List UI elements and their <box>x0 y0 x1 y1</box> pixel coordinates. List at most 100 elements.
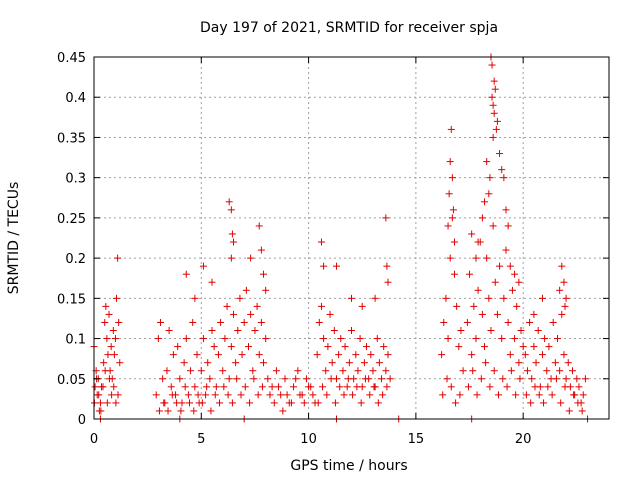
data-point-marker <box>155 407 163 415</box>
data-point-marker <box>447 125 455 133</box>
data-point-marker <box>160 399 168 407</box>
data-point-marker <box>481 343 489 351</box>
data-point-marker <box>440 318 448 326</box>
data-point-marker <box>203 383 211 391</box>
data-point-marker <box>466 270 474 278</box>
data-point-marker <box>341 343 349 351</box>
data-point-marker <box>234 327 242 335</box>
data-point-marker <box>384 278 392 286</box>
data-point-marker <box>322 367 330 375</box>
data-point-marker <box>187 367 195 375</box>
data-point-marker <box>258 383 266 391</box>
y-tick-label: 0.1 <box>65 333 86 348</box>
data-point-marker <box>260 270 268 278</box>
data-point-marker <box>449 206 457 214</box>
data-point-marker <box>212 383 220 391</box>
data-point-marker <box>112 399 120 407</box>
data-point-marker <box>114 254 122 262</box>
data-point-marker <box>330 327 338 335</box>
data-point-marker <box>262 335 270 343</box>
data-point-marker <box>517 327 525 335</box>
data-point-marker <box>272 367 280 375</box>
data-point-marker <box>504 318 512 326</box>
data-point-marker <box>543 367 551 375</box>
data-point-marker <box>194 391 202 399</box>
data-point-marker <box>443 375 451 383</box>
data-point-marker <box>532 359 540 367</box>
data-point-marker <box>340 391 348 399</box>
data-point-marker <box>335 351 343 359</box>
data-point-marker <box>375 359 383 367</box>
data-point-marker <box>247 254 255 262</box>
data-point-marker <box>558 310 566 318</box>
data-point-marker <box>569 367 577 375</box>
data-point-marker <box>373 335 381 343</box>
data-point-marker <box>199 262 207 270</box>
y-axis-label: SRMTID / TECUs <box>6 182 22 295</box>
data-point-marker <box>352 351 360 359</box>
data-point-marker <box>551 359 559 367</box>
data-point-marker <box>300 399 308 407</box>
data-point-marker <box>367 351 375 359</box>
chart-title: Day 197 of 2021, SRMTID for receiver spj… <box>200 20 498 36</box>
data-point-marker <box>99 383 107 391</box>
data-point-marker <box>557 399 565 407</box>
data-point-marker <box>101 318 109 326</box>
data-point-marker <box>478 310 486 318</box>
data-point-marker <box>315 318 323 326</box>
data-point-marker <box>383 262 391 270</box>
data-point-marker <box>519 343 527 351</box>
data-point-marker <box>253 302 261 310</box>
data-point-marker <box>370 383 378 391</box>
data-point-marker <box>169 351 177 359</box>
data-point-marker <box>327 375 335 383</box>
data-point-marker <box>578 407 586 415</box>
data-point-marker <box>182 270 190 278</box>
data-point-marker <box>353 383 361 391</box>
data-point-marker <box>502 206 510 214</box>
data-point-marker <box>522 391 530 399</box>
data-point-marker <box>562 294 570 302</box>
data-point-marker <box>379 391 387 399</box>
data-point-marker <box>478 214 486 222</box>
data-point-marker <box>564 359 572 367</box>
data-point-marker <box>492 125 500 133</box>
data-point-marker <box>193 351 201 359</box>
data-point-marker <box>561 302 569 310</box>
data-point-marker <box>506 262 514 270</box>
data-point-marker <box>485 294 493 302</box>
data-point-marker <box>464 383 472 391</box>
data-point-marker <box>164 407 172 415</box>
data-point-marker <box>232 359 240 367</box>
data-point-marker <box>296 391 304 399</box>
data-point-marker <box>496 150 504 158</box>
data-point-marker <box>386 375 394 383</box>
data-point-marker <box>302 375 310 383</box>
data-point-marker <box>251 327 259 335</box>
data-point-marker <box>581 375 589 383</box>
x-tick-label: 0 <box>90 432 98 447</box>
data-point-marker <box>227 206 235 214</box>
data-point-marker <box>257 246 265 254</box>
data-point-marker <box>105 310 113 318</box>
data-point-marker <box>313 351 321 359</box>
data-point-marker <box>382 367 390 375</box>
data-point-marker <box>504 222 512 230</box>
data-point-marker <box>270 399 278 407</box>
data-point-marker <box>360 359 368 367</box>
data-point-marker <box>489 222 497 230</box>
data-point-marker <box>574 399 582 407</box>
data-point-marker <box>444 335 452 343</box>
data-point-marker <box>489 133 497 141</box>
data-point-marker <box>268 383 276 391</box>
data-point-marker <box>113 294 121 302</box>
data-point-marker <box>477 375 485 383</box>
data-point-marker <box>469 367 477 375</box>
plot-frame <box>93 56 610 420</box>
data-point-marker <box>114 391 122 399</box>
data-point-marker <box>344 375 352 383</box>
data-point-marker <box>262 286 270 294</box>
data-point-marker <box>224 391 232 399</box>
data-point-marker <box>245 343 252 351</box>
